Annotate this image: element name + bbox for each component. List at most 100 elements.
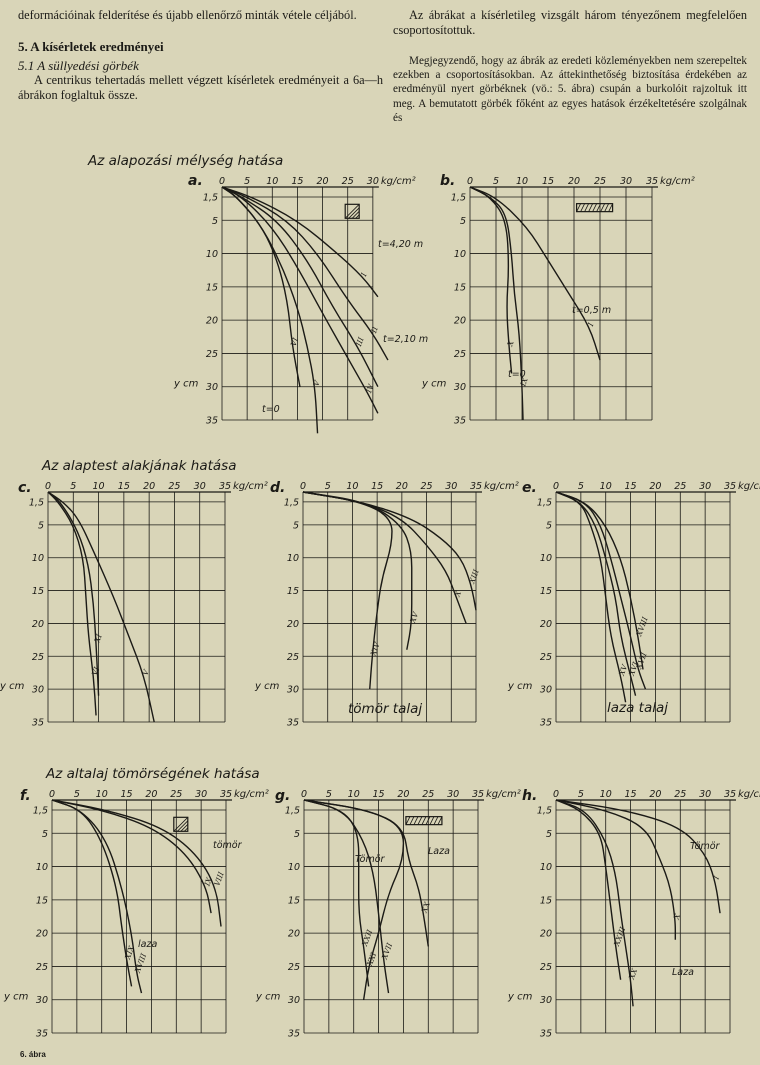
x-unit-label: kg/cm² bbox=[233, 481, 268, 492]
y-tick-label: 5 bbox=[294, 829, 300, 840]
left-paragraph-2: A centrikus tehertadás mellett végzett k… bbox=[18, 73, 383, 102]
series-curve-XX bbox=[555, 799, 634, 1007]
left-column: deformációinak felderítése és újabb elle… bbox=[18, 8, 383, 103]
y-tick-label: 10 bbox=[288, 862, 300, 873]
hatch-line bbox=[437, 816, 443, 825]
hatch-line bbox=[596, 203, 601, 212]
x-tick-label: 0 bbox=[300, 481, 306, 492]
series-label: I bbox=[711, 874, 721, 882]
chart-panel-f: f. 0 5 10 15 20 25 30 35 kg/cm²1,55101520253035y … bbox=[3, 788, 269, 1040]
x-tick-label: 30 bbox=[194, 481, 206, 492]
curve-annotation: t=0 bbox=[262, 404, 280, 415]
curve-annotation: tömör talaj bbox=[348, 701, 422, 717]
x-tick-label: 10 bbox=[600, 789, 612, 800]
series-label: IX bbox=[202, 876, 214, 888]
hatch-line bbox=[421, 816, 427, 825]
x-unit-label: kg/cm² bbox=[738, 481, 760, 492]
y-tick-label: 30 bbox=[206, 382, 218, 393]
x-tick-label: 10 bbox=[266, 176, 278, 187]
panel-label: d. bbox=[270, 480, 285, 496]
hatch-line bbox=[576, 203, 581, 212]
y-tick-label: 15 bbox=[288, 895, 300, 906]
x-tick-label: 10 bbox=[600, 481, 612, 492]
x-tick-label: 30 bbox=[699, 789, 711, 800]
x-tick-label: 30 bbox=[620, 176, 632, 187]
y-tick-label: 5 bbox=[546, 829, 552, 840]
y-tick-label: 1,5 bbox=[285, 805, 300, 816]
panel-label: e. bbox=[522, 480, 537, 496]
x-tick-label: 20 bbox=[568, 176, 580, 187]
curve-annotation: t=4,20 m bbox=[378, 239, 423, 250]
hatch-line bbox=[604, 203, 609, 212]
x-tick-label: 15 bbox=[373, 789, 385, 800]
x-tick-label: 30 bbox=[195, 789, 207, 800]
curve-annotation: tömör bbox=[213, 840, 243, 851]
series-curve-XVIII bbox=[555, 491, 644, 670]
panel-label: a. bbox=[188, 173, 203, 189]
right-paragraph-1: Az ábrákat a kísérletileg vizsgált három… bbox=[393, 8, 747, 37]
x-tick-label: 35 bbox=[219, 481, 231, 492]
x-tick-label: 30 bbox=[367, 176, 379, 187]
x-tick-label: 0 bbox=[45, 481, 51, 492]
y-tick-label: 10 bbox=[540, 553, 552, 564]
y-tick-label: 35 bbox=[540, 1029, 552, 1040]
hatch-line bbox=[588, 203, 593, 212]
y-tick-label: 35 bbox=[540, 718, 552, 729]
y-tick-label: 15 bbox=[540, 586, 552, 597]
x-tick-label: 5 bbox=[326, 789, 332, 800]
series-label: XV bbox=[617, 662, 630, 678]
right-column: Az ábrákat a kísérletileg vizsgált három… bbox=[393, 8, 747, 125]
y-tick-label: 5 bbox=[460, 216, 466, 227]
y-tick-label: 10 bbox=[206, 249, 218, 260]
series-label: VI bbox=[289, 336, 301, 348]
hatch-line bbox=[425, 816, 431, 825]
series-label: VI bbox=[90, 665, 102, 677]
figure-caption: 6. ábra bbox=[20, 1050, 46, 1059]
hatch-line bbox=[433, 816, 439, 825]
y-tick-label: 5 bbox=[42, 829, 48, 840]
subsection-heading: 5.1 A süllyedési görbék bbox=[18, 58, 139, 73]
y-tick-label: 25 bbox=[540, 962, 552, 973]
footing-strip-icon bbox=[405, 816, 443, 826]
left-paragraph-1: deformációinak felderítése és újabb elle… bbox=[18, 8, 357, 22]
x-unit-label: kg/cm² bbox=[484, 481, 519, 492]
series-curve-II bbox=[221, 186, 389, 361]
series-label: XIV bbox=[368, 640, 382, 658]
series-curve-V bbox=[221, 186, 319, 434]
hatch-line bbox=[344, 204, 360, 219]
x-tick-label: 15 bbox=[121, 789, 133, 800]
y-tick-label: 5 bbox=[38, 520, 44, 531]
y-tick-label: 30 bbox=[540, 995, 552, 1006]
series-label: X bbox=[671, 912, 682, 922]
series-label: VIII bbox=[212, 870, 226, 887]
series-label: XX bbox=[627, 967, 640, 982]
x-tick-label: 20 bbox=[396, 481, 408, 492]
y-tick-label: 20 bbox=[540, 619, 552, 630]
series-label: XI bbox=[92, 632, 104, 645]
x-tick-label: 35 bbox=[220, 789, 232, 800]
y-tick-label: 10 bbox=[36, 862, 48, 873]
y-tick-label: 1,5 bbox=[203, 192, 218, 203]
chart-panel-g: g. 0 5 10 15 20 25 30 35 kg/cm²1,55101520253035y … bbox=[255, 788, 521, 1040]
x-tick-label: 5 bbox=[70, 481, 76, 492]
x-tick-label: 25 bbox=[342, 176, 354, 187]
hatch-line bbox=[592, 203, 597, 212]
y-tick-label: 15 bbox=[540, 895, 552, 906]
y-tick-label: 20 bbox=[454, 316, 466, 327]
x-tick-label: 20 bbox=[145, 789, 157, 800]
x-tick-label: 0 bbox=[301, 789, 307, 800]
series-label: X bbox=[452, 589, 463, 599]
y-tick-label: 1,5 bbox=[33, 805, 48, 816]
y-tick-label: 10 bbox=[32, 553, 44, 564]
hatch-line bbox=[409, 816, 415, 825]
x-unit-label: kg/cm² bbox=[738, 789, 760, 800]
footing-strip-icon bbox=[575, 203, 614, 213]
y-tick-label: 30 bbox=[36, 995, 48, 1006]
y-tick-label: 25 bbox=[36, 962, 48, 973]
hatch-line bbox=[417, 816, 423, 825]
hatch-line bbox=[600, 203, 605, 212]
series-curve-XIX bbox=[51, 799, 133, 987]
x-tick-label: 35 bbox=[724, 481, 736, 492]
y-tick-label: 5 bbox=[293, 520, 299, 531]
hatch-line bbox=[348, 207, 360, 219]
